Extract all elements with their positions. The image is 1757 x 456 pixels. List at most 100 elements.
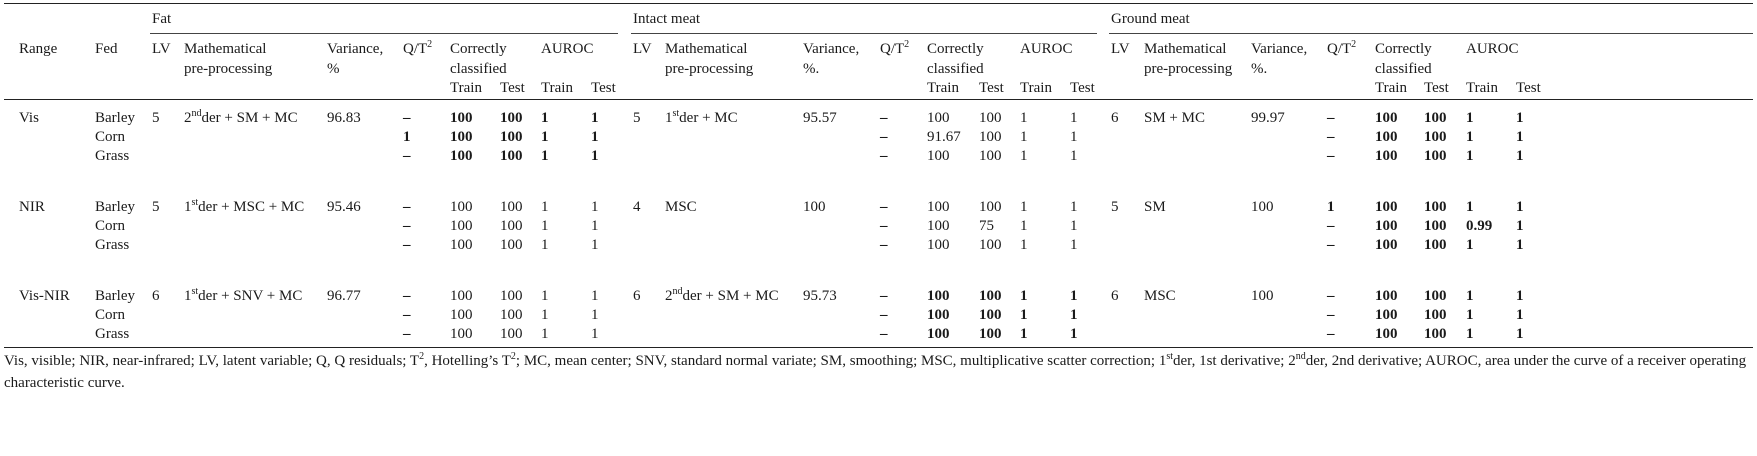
grd-train-correct: 100	[1375, 237, 1398, 253]
header-correctly-2: classified	[450, 61, 507, 77]
footnote-text-4: der, 1st derivative; 2	[1173, 353, 1296, 369]
preprocessing-sup: st	[672, 108, 680, 119]
int-q-t2: –	[880, 307, 888, 323]
fed-label: Barley	[95, 288, 135, 304]
grd-q-t2: –	[1327, 326, 1335, 342]
header-correctly-2: classified	[927, 61, 984, 77]
fed-label: Corn	[95, 129, 125, 145]
grd-auroc-test: 1	[1516, 129, 1524, 145]
header-variance-1: Variance,	[1251, 41, 1308, 57]
header-q-t2-label: Q/T	[880, 41, 905, 57]
grd-auroc-train: 1	[1466, 148, 1474, 164]
int-auroc-train: 1	[1020, 110, 1028, 126]
int-test-correct: 100	[979, 237, 1002, 253]
header-correctly-2: classified	[1375, 61, 1432, 77]
range-label: NIR	[19, 199, 45, 215]
grd-auroc-train: 1	[1466, 326, 1474, 342]
grd-auroc-test: 1	[1516, 307, 1524, 323]
fat-train-correct: 100	[450, 218, 473, 234]
int-q-t2: –	[880, 199, 888, 215]
header-rule	[4, 99, 1753, 100]
preprocessing-rest: der + SNV + MC	[198, 288, 303, 304]
int-q-t2: –	[880, 218, 888, 234]
fat-variance: 95.46	[327, 199, 361, 215]
int-auroc-test: 1	[1070, 326, 1078, 342]
grd-q-t2: 1	[1327, 199, 1335, 215]
grd-auroc-test: 1	[1516, 237, 1524, 253]
int-test-correct: 100	[979, 326, 1002, 342]
fat-q-t2: –	[403, 148, 411, 164]
header-test: Test	[979, 80, 1004, 96]
fat-q-t2: –	[403, 288, 411, 304]
preprocessing-prefix: MSC	[1144, 288, 1176, 304]
bottom-rule	[4, 347, 1753, 348]
footnote-sup-2: 2	[510, 351, 516, 362]
grd-q-t2: –	[1327, 129, 1335, 145]
fed-label: Grass	[95, 148, 130, 164]
fat-auroc-test: 1	[591, 326, 599, 342]
preprocessing-sup: nd	[672, 286, 683, 297]
preprocessing-rest: der + MSC + MC	[198, 199, 305, 215]
fat-train-correct: 100	[450, 199, 473, 215]
int-auroc-test: 1	[1070, 307, 1078, 323]
header-q-t2-sup: 2	[1351, 39, 1357, 50]
footnote-text-3: ; MC, mean center; SNV, standard normal …	[515, 353, 1167, 369]
fat-test-correct: 100	[500, 218, 523, 234]
int-auroc-test: 1	[1070, 148, 1078, 164]
fat-q-t2: –	[403, 199, 411, 215]
fat-auroc-test: 1	[591, 237, 599, 253]
fat-train-correct: 100	[450, 307, 473, 323]
int-auroc-train: 1	[1020, 237, 1028, 253]
fed-label: Corn	[95, 307, 125, 323]
fat-auroc-train: 1	[541, 237, 549, 253]
footnote-sup-3: st	[1166, 351, 1174, 362]
footnote-text-5: der, 2nd derivative; AUROC, area under t…	[4, 353, 1747, 391]
grd-train-correct: 100	[1375, 110, 1398, 126]
grd-auroc-test: 1	[1516, 199, 1524, 215]
fat-auroc-train: 1	[541, 307, 549, 323]
preprocessing-prefix: 2	[665, 288, 673, 304]
preprocessing-rest: der + MC	[679, 110, 738, 126]
grd-auroc-train: 1	[1466, 307, 1474, 323]
header-q-t2-sup: 2	[427, 39, 433, 50]
footnote-text-1: Vis, visible; NIR, near-infrared; LV, la…	[4, 353, 420, 369]
grd-q-t2: –	[1327, 288, 1335, 304]
int-variance: 95.73	[803, 288, 837, 304]
int-preprocessing: 1stder + MC	[665, 109, 738, 127]
int-auroc-train: 1	[1020, 129, 1028, 145]
header-auroc: AUROC	[541, 41, 594, 57]
grd-test-correct: 100	[1424, 288, 1447, 304]
header-variance-2: %.	[1251, 61, 1268, 77]
fat-variance: 96.77	[327, 288, 361, 304]
group-header-ground-meat: Ground meat	[1111, 11, 1190, 27]
grd-q-t2: –	[1327, 110, 1335, 126]
grd-test-correct: 100	[1424, 148, 1447, 164]
fat-lv: 5	[152, 110, 160, 126]
header-correctly-1: Correctly	[1375, 41, 1432, 57]
header-variance-2: %.	[803, 61, 820, 77]
fat-train-correct: 100	[450, 110, 473, 126]
fat-q-t2: –	[403, 326, 411, 342]
preprocessing-prefix: SM	[1144, 199, 1166, 215]
fat-test-correct: 100	[500, 326, 523, 342]
header-auroc-train: Train	[1466, 80, 1498, 96]
header-q-t2: Q/T2	[403, 40, 432, 58]
grd-preprocessing: SM	[1144, 198, 1166, 216]
int-variance: 100	[803, 199, 826, 215]
fat-auroc-test: 1	[591, 148, 599, 164]
header-q-t2-label: Q/T	[1327, 41, 1352, 57]
footnote-sup-4: nd	[1295, 351, 1306, 362]
int-auroc-train: 1	[1020, 199, 1028, 215]
preprocessing-prefix: MSC	[665, 199, 697, 215]
int-train-correct: 100	[927, 307, 950, 323]
fat-test-correct: 100	[500, 237, 523, 253]
fat-auroc-train: 1	[541, 148, 549, 164]
fat-auroc-train: 1	[541, 218, 549, 234]
header-lv: LV	[1111, 41, 1130, 57]
fat-auroc-test: 1	[591, 129, 599, 145]
grd-train-correct: 100	[1375, 218, 1398, 234]
int-test-correct: 100	[979, 288, 1002, 304]
int-q-t2: –	[880, 148, 888, 164]
int-lv: 6	[633, 288, 641, 304]
header-auroc: AUROC	[1020, 41, 1073, 57]
